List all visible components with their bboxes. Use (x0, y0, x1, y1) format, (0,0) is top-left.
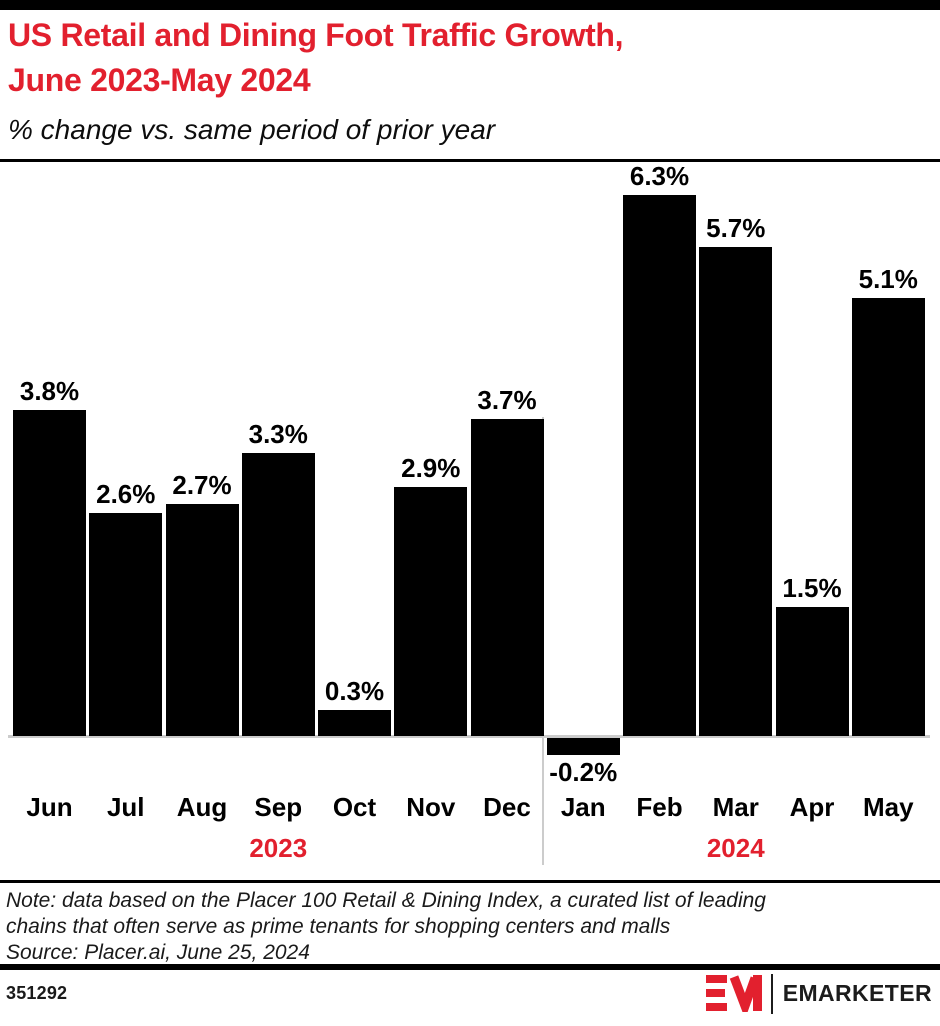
bar-value-label: 1.5% (782, 573, 842, 603)
note-section: Note: data based on the Placer 100 Retai… (0, 880, 940, 964)
bar-chart: 3.8% Jun 2.6% Jul 2.7% Aug 3.3% Sep 0.3% Oct 2.9% N… (0, 161, 940, 880)
bar-value-label: 0.3% (324, 676, 385, 706)
emarketer-wordmark: EMARKETER (782, 980, 932, 1006)
em-monogram-icon (705, 975, 762, 1012)
footer-bar: 351292 EMARKETER (0, 964, 940, 1017)
x-axis-label: Oct (332, 792, 377, 822)
bar-value-label: 5.1% (858, 264, 918, 294)
x-axis-label: Nov (406, 792, 456, 822)
bar-value-label: 2.6% (96, 479, 156, 509)
chart-subtitle: % change vs. same period of prior year (8, 114, 496, 145)
emarketer-logo: EMARKETER (705, 973, 932, 1014)
bar-value-label: 3.7% (477, 385, 537, 415)
bar-jun (13, 410, 86, 736)
x-axis-line (8, 735, 930, 738)
x-axis-label: Mar (712, 792, 759, 822)
bar-value-label: 6.3% (629, 161, 690, 191)
bar-feb (623, 195, 696, 736)
x-axis-label: Jun (26, 792, 73, 822)
logo-divider (770, 973, 773, 1014)
bar-oct (318, 710, 391, 736)
header-divider-rule (0, 159, 940, 162)
chart-id: 351292 (6, 983, 68, 1003)
x-axis-label: Feb (636, 792, 683, 822)
bar-sep (241, 453, 315, 736)
chart-title: US Retail and Dining Foot Traffic Growth… (8, 17, 624, 98)
x-axis-label: Sep (254, 792, 303, 822)
bar-nov (394, 487, 468, 736)
x-axis-label: Jul (106, 792, 145, 822)
chart-header: US Retail and Dining Foot Traffic Growth… (0, 10, 940, 159)
bar-value-label: 2.7% (172, 470, 232, 500)
bar-apr (775, 607, 849, 736)
x-axis-label: Dec (483, 792, 531, 822)
x-axis-label: May (862, 792, 914, 822)
bar-aug (165, 504, 239, 736)
bar-mar (699, 247, 773, 736)
x-axis-label: Apr (789, 792, 835, 822)
x-axis-label: Aug (176, 792, 228, 822)
bar-may (851, 298, 925, 736)
year-label-2024: 2024 (706, 833, 765, 863)
bar-dec (470, 419, 544, 736)
bar-jan (546, 738, 620, 755)
bar-value-label: 2.9% (401, 453, 461, 483)
x-axis-label: Jan (560, 792, 606, 822)
bar-value-label: -0.2% (549, 757, 618, 787)
note-text: Note: data based on the Placer 100 Retai… (6, 889, 766, 938)
bar-value-label: 3.3% (248, 419, 308, 449)
top-accent-bar (0, 0, 940, 10)
source-text: Source: Placer.ai, June 25, 2024 (6, 941, 310, 964)
bar-value-label: 5.7% (706, 213, 766, 243)
bar-jul (89, 513, 163, 736)
bar-value-label: 3.8% (19, 376, 80, 406)
year-label-2023: 2023 (249, 833, 308, 863)
